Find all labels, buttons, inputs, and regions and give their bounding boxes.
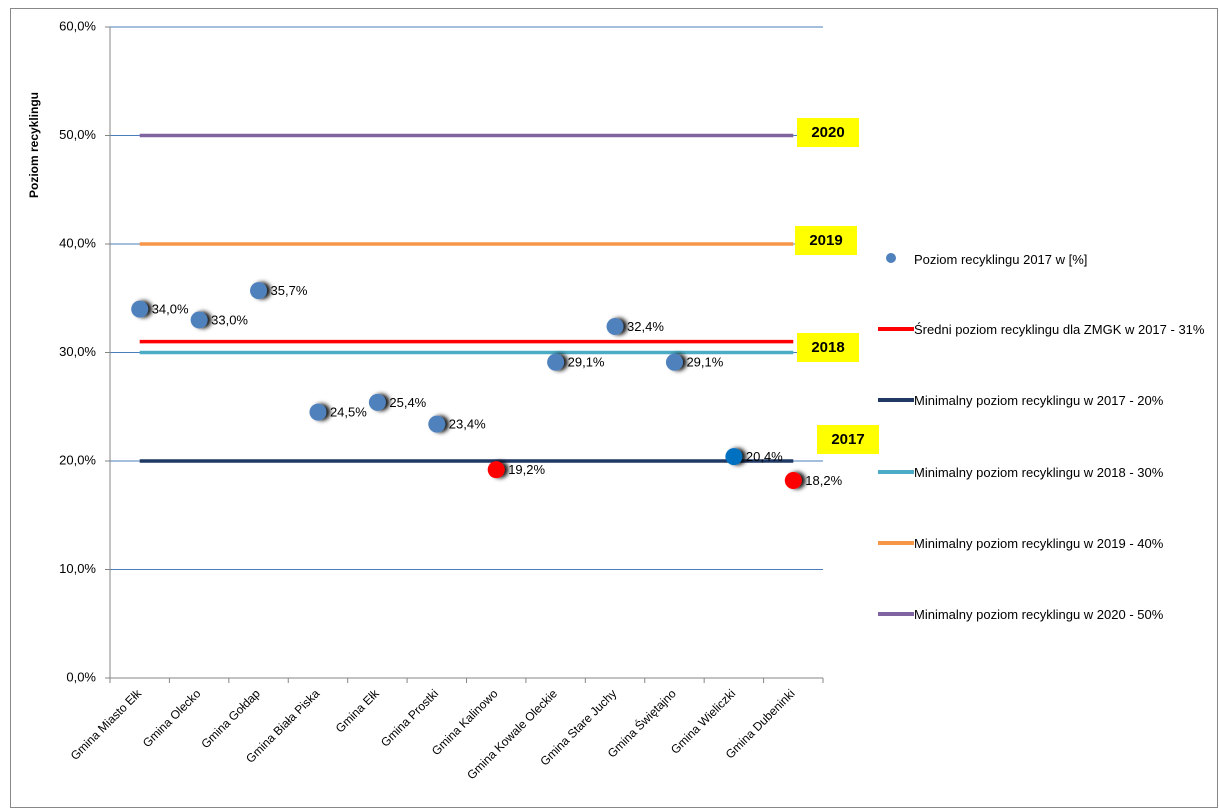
annotation: 2017 bbox=[831, 431, 864, 448]
data-point bbox=[190, 311, 208, 329]
x-tick-label: Gmina Olecko bbox=[140, 686, 204, 750]
annotation-box bbox=[795, 226, 857, 255]
legend-swatch bbox=[878, 605, 914, 621]
legend-swatch bbox=[878, 463, 914, 479]
legend-swatch bbox=[878, 320, 914, 336]
data-label: 18,2% bbox=[805, 473, 842, 488]
data-point bbox=[428, 415, 446, 433]
annotation: 2019 bbox=[809, 232, 842, 249]
data-label: 29,1% bbox=[686, 355, 723, 370]
annotation: 2018 bbox=[811, 339, 844, 356]
y-tick-label: 30,0% bbox=[59, 344, 96, 359]
annotation: 2020 bbox=[811, 124, 844, 141]
x-tick-label: Gmina Ełk bbox=[333, 686, 383, 736]
data-point bbox=[606, 317, 624, 335]
data-point bbox=[309, 403, 327, 421]
legend-item: Minimalny poziom recyklingu w 2019 - 40% bbox=[878, 534, 1208, 553]
annotation-box bbox=[817, 425, 879, 454]
legend-label: Minimalny poziom recyklingu w 2020 - 50% bbox=[914, 607, 1164, 622]
x-tick-label: Gmina Gołdap bbox=[198, 686, 263, 751]
legend-item: Średni poziom recyklingu dla ZMGK w 2017… bbox=[878, 320, 1208, 339]
x-tick-label: Gmina Prostki bbox=[378, 686, 441, 749]
legend-item: Poziom recyklingu 2017 w [%] bbox=[878, 250, 1208, 269]
data-label: 25,4% bbox=[389, 395, 426, 410]
legend-item: Minimalny poziom recyklingu w 2017 - 20% bbox=[878, 391, 1208, 410]
legend-label: Minimalny poziom recyklingu w 2017 - 20% bbox=[914, 393, 1164, 408]
data-label: 29,1% bbox=[568, 355, 605, 370]
annotation-box bbox=[797, 333, 859, 362]
y-tick-label: 10,0% bbox=[59, 561, 96, 576]
y-tick-label: 0,0% bbox=[66, 669, 96, 684]
y-axis-label: Poziom recyklingu bbox=[27, 92, 41, 198]
data-label: 33,0% bbox=[211, 312, 248, 327]
data-label: 34,0% bbox=[152, 302, 189, 317]
x-tick-label: Gmina Miasto Ełk bbox=[68, 686, 145, 763]
data-point bbox=[665, 353, 683, 371]
data-label: 32,4% bbox=[627, 319, 664, 334]
data-point bbox=[250, 282, 268, 300]
data-point bbox=[131, 300, 149, 318]
data-label: 35,7% bbox=[271, 283, 308, 298]
data-point bbox=[725, 448, 743, 466]
data-point bbox=[368, 393, 386, 411]
data-point bbox=[487, 461, 505, 479]
chart-border bbox=[10, 8, 1218, 808]
data-label: 19,2% bbox=[508, 462, 545, 477]
y-tick-label: 40,0% bbox=[59, 235, 96, 250]
data-label: 20,4% bbox=[746, 449, 783, 464]
legend-swatch bbox=[878, 391, 914, 407]
data-label: 23,4% bbox=[449, 417, 486, 432]
annotation-box bbox=[797, 118, 859, 147]
data-point bbox=[784, 472, 802, 490]
y-tick-label: 60,0% bbox=[59, 18, 96, 33]
data-label: 24,5% bbox=[330, 405, 367, 420]
legend-swatch bbox=[878, 534, 914, 550]
legend-label: Minimalny poziom recyklingu w 2019 - 40% bbox=[914, 536, 1164, 551]
legend-label: Minimalny poziom recyklingu w 2018 - 30% bbox=[914, 465, 1164, 480]
y-tick-label: 50,0% bbox=[59, 127, 96, 142]
y-tick-label: 20,0% bbox=[59, 452, 96, 467]
legend-label: Średni poziom recyklingu dla ZMGK w 2017… bbox=[914, 322, 1205, 337]
data-point bbox=[547, 353, 565, 371]
legend-label: Poziom recyklingu 2017 w [%] bbox=[914, 252, 1088, 267]
legend-swatch bbox=[878, 250, 914, 266]
legend-item: Minimalny poziom recyklingu w 2020 - 50% bbox=[878, 605, 1208, 624]
legend-item: Minimalny poziom recyklingu w 2018 - 30% bbox=[878, 463, 1208, 482]
